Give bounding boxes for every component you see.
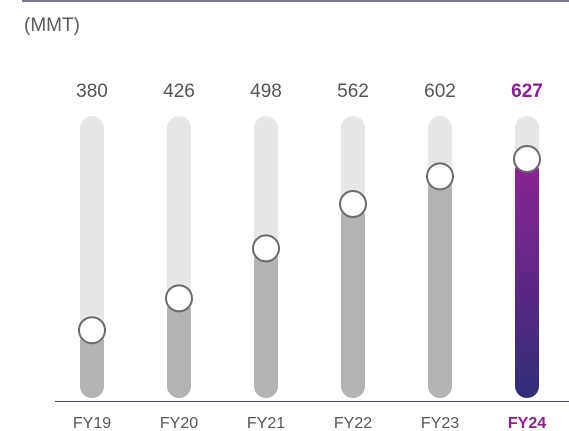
category-label-fy23: FY23 (421, 415, 459, 431)
value-label-fy21: 498 (250, 81, 282, 102)
category-label-fy20: FY20 (160, 415, 198, 431)
bar-group-fy22 (339, 116, 367, 398)
bar-fill (428, 176, 452, 398)
category-label-fy22: FY22 (334, 415, 372, 431)
bar-fill (254, 248, 278, 398)
value-label-fy20: 426 (163, 81, 195, 102)
value-label-fy23: 602 (424, 81, 456, 102)
bar-knob (165, 284, 193, 313)
value-label-fy19: 380 (76, 81, 108, 102)
bar-group-fy19 (78, 116, 106, 398)
bar-knob (426, 162, 454, 191)
bar-group-fy24 (513, 116, 541, 398)
bar-knob (339, 190, 367, 219)
category-label-fy24: FY24 (508, 415, 546, 431)
bar-fill (167, 298, 191, 398)
bar-knob (78, 316, 106, 345)
bars-layer (78, 116, 541, 398)
bar-fill (341, 204, 365, 398)
category-label-fy21: FY21 (247, 415, 285, 431)
bar-group-fy21 (252, 116, 280, 398)
bar-group-fy20 (165, 116, 193, 398)
value-label-fy22: 562 (337, 81, 369, 102)
bar-fill (515, 159, 539, 398)
bar-group-fy23 (426, 116, 454, 398)
bar-fill (80, 330, 104, 398)
bar-knob (513, 145, 541, 174)
unit-label: (MMT) (24, 15, 80, 36)
category-label-fy19: FY19 (73, 415, 111, 431)
value-label-fy24: 627 (511, 81, 543, 102)
bar-knob (252, 234, 280, 263)
labels-layer: 380 FY19 426 FY20 498 FY21 562 FY22 602 FY23 627 FY… (73, 81, 546, 431)
